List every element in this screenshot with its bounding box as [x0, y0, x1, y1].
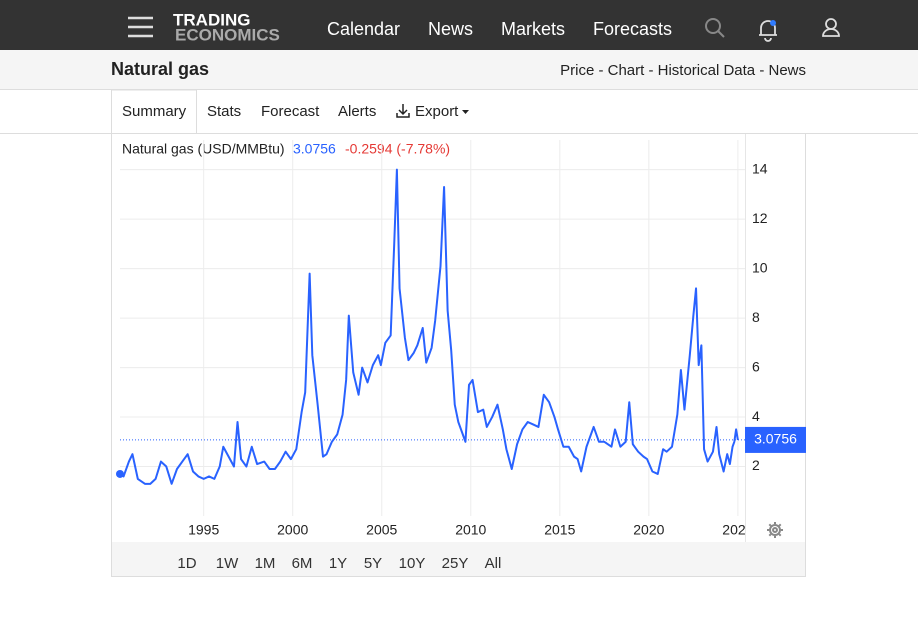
download-icon[interactable]	[396, 104, 410, 118]
y-tick-label: 10	[752, 259, 768, 275]
nav-link[interactable]: News	[428, 19, 473, 39]
x-tick-label: 2010	[455, 522, 486, 538]
start-marker	[116, 469, 124, 478]
x-tick-label: 2025	[722, 522, 753, 538]
range-button[interactable]: 1M	[255, 555, 276, 572]
y-tick-label: 8	[752, 309, 760, 325]
nav-link[interactable]: Calendar	[327, 19, 400, 39]
last-value: 3.0756	[293, 141, 336, 157]
x-tick-label: 2015	[544, 522, 575, 538]
chart-frame	[111, 133, 806, 577]
grid: 2 4 6 8 10 12 14 1995 2000 2005 2010 2015 2020 2025	[120, 140, 768, 538]
range-button[interactable]: 1W	[216, 555, 239, 572]
range-button[interactable]: 1D	[177, 555, 196, 572]
caret	[462, 110, 469, 114]
page-title: Natural gas	[111, 59, 209, 79]
y-tick-label: 12	[752, 210, 768, 226]
header-bar	[0, 50, 918, 90]
nav-link[interactable]: Forecasts	[593, 19, 672, 39]
header-links[interactable]: Price - Chart - Historical Data - News	[560, 62, 806, 79]
menu-icon[interactable]	[128, 16, 153, 38]
price-line	[119, 168, 739, 485]
x-tick-label: 1995	[188, 522, 219, 538]
tab[interactable]: Export	[415, 103, 459, 120]
range-button[interactable]: 6M	[292, 555, 313, 572]
brand-bottom[interactable]: ECONOMICS	[175, 25, 280, 44]
active-tab	[111, 89, 197, 134]
tab[interactable]: Alerts	[338, 103, 376, 120]
range-button[interactable]: 25Y	[442, 555, 469, 572]
marks: 3.0756	[116, 168, 806, 485]
bell-icon[interactable]	[759, 20, 777, 42]
x-tick-label: 2000	[277, 522, 308, 538]
y-tick-label: 2	[752, 457, 760, 473]
last-value-label: 3.0756	[754, 431, 797, 447]
y-tick-label: 4	[752, 408, 760, 424]
x-tick-label: 2005	[366, 522, 397, 538]
y-tick-label: 6	[752, 358, 760, 374]
range-button[interactable]: 5Y	[364, 555, 382, 572]
nav-bar	[0, 0, 918, 50]
range-buttons: 1D 1W 1M 6M 1Y 5Y 10Y 25Y All	[177, 555, 501, 572]
range-bar	[112, 542, 805, 576]
y-tick-label: 14	[752, 160, 768, 176]
user-icon[interactable]	[822, 18, 840, 37]
tab[interactable]: Forecast	[261, 103, 320, 120]
range-button[interactable]: 10Y	[399, 555, 426, 572]
change: -0.2594 (-7.78%)	[345, 141, 450, 157]
last-value-box	[745, 426, 806, 453]
range-button[interactable]: 1Y	[329, 555, 347, 572]
search-icon[interactable]	[705, 18, 725, 38]
settings-icon[interactable]	[767, 522, 783, 538]
range-button[interactable]: All	[485, 555, 502, 572]
brand-top[interactable]: TRADING	[173, 10, 250, 29]
tab[interactable]: Summary	[122, 103, 187, 120]
x-tick-label: 2020	[633, 522, 664, 538]
nav-link[interactable]: Markets	[501, 19, 565, 39]
tab[interactable]: Stats	[207, 103, 241, 120]
